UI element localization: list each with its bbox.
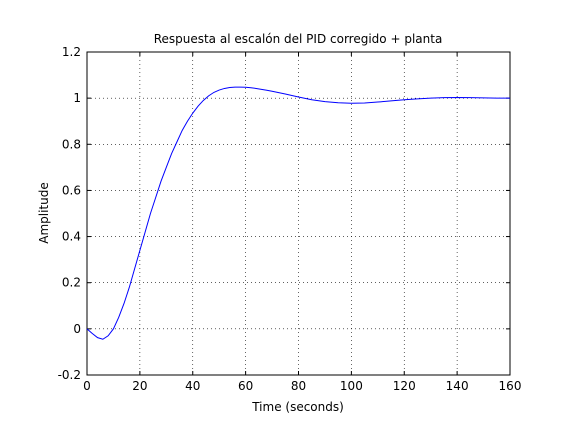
y-tick-label: 0.2 bbox=[62, 276, 81, 290]
y-tick-label: 0.8 bbox=[62, 137, 81, 151]
y-tick-label: -0.2 bbox=[58, 368, 81, 382]
x-tick-label: 120 bbox=[393, 379, 416, 393]
x-tick-label: 100 bbox=[340, 379, 363, 393]
x-axis-label: Time (seconds) bbox=[251, 400, 344, 414]
y-tick-label: 1.2 bbox=[62, 45, 81, 59]
x-tick-label: 160 bbox=[499, 379, 522, 393]
y-tick-label: 0.6 bbox=[62, 183, 81, 197]
x-tick-label: 140 bbox=[446, 379, 469, 393]
x-tick-label: 60 bbox=[238, 379, 253, 393]
y-tick-label: 1 bbox=[73, 91, 81, 105]
chart-title: Respuesta al escalón del PID corregido +… bbox=[154, 32, 443, 46]
x-tick-label: 80 bbox=[291, 379, 306, 393]
series-line bbox=[86, 86, 510, 340]
ticks bbox=[86, 51, 511, 376]
x-tick-label: 0 bbox=[83, 379, 91, 393]
x-tick-labels: 0 20 40 60 80 100 120 140 160 bbox=[83, 379, 521, 393]
x-tick-label: 20 bbox=[132, 379, 147, 393]
x-tick-label: 40 bbox=[185, 379, 200, 393]
y-axis-label: Amplitude bbox=[37, 182, 51, 244]
y-tick-label: 0.4 bbox=[62, 230, 81, 244]
y-tick-label: 0 bbox=[73, 322, 81, 336]
y-tick-labels: -0.2 0 0.2 0.4 0.6 0.8 1 1.2 bbox=[58, 45, 81, 382]
